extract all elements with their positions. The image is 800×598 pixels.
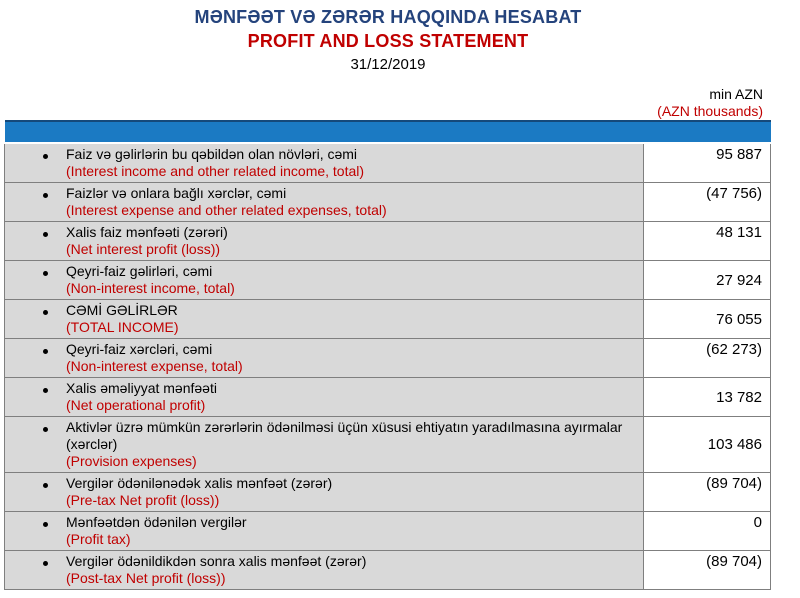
row-label-az: Xalis əməliyyat mənfəəti <box>66 380 217 396</box>
row-label-text: Xalis faiz mənfəəti (zərəri) (Net intere… <box>66 224 637 258</box>
row-label-text: Faiz və gəlirlərin bu qəbildən olan növl… <box>66 146 637 180</box>
row-label-az: Qeyri-faiz xərcləri, cəmi <box>66 341 213 357</box>
row-label-text: Mənfəətdən ödənilən vergilər (Profit tax… <box>66 514 637 548</box>
row-label-az: Vergilər ödənilənədək xalis mənfəət (zər… <box>66 475 333 491</box>
row-label-en: (Pre-tax Net profit (loss)) <box>66 492 220 508</box>
bullet-icon <box>43 154 48 159</box>
row-label-text: Vergilər ödənildikdən sonra xalis mənfəə… <box>66 553 637 587</box>
table-row: Faizlər və onlara bağlı xərclər, cəmi (I… <box>4 182 771 222</box>
table-row: Xalis əməliyyat mənfəəti (Net operationa… <box>4 377 771 417</box>
row-label-text: Vergilər ödənilənədək xalis mənfəət (zər… <box>66 475 637 509</box>
row-label-text: Qeyri-faiz gəlirləri, cəmi (Non-interest… <box>66 263 637 297</box>
row-label-az: Faizlər və onlara bağlı xərclər, cəmi <box>66 185 287 201</box>
row-label-text: Faizlər və onlara bağlı xərclər, cəmi (I… <box>66 185 637 219</box>
row-label-text: Xalis əməliyyat mənfəəti (Net operationa… <box>66 380 637 414</box>
row-value: 27 924 <box>643 260 771 300</box>
table-row: Qeyri-faiz gəlirləri, cəmi (Non-interest… <box>4 260 771 300</box>
bullet-icon <box>43 271 48 276</box>
bullet-icon <box>43 349 48 354</box>
bullet-icon <box>43 310 48 315</box>
pl-table-body: Faiz və gəlirlərin bu qəbildən olan növl… <box>4 142 771 590</box>
currency-unit-label-en: (AZN thousands) <box>657 103 763 119</box>
row-label-en: (Non-interest income, total) <box>66 280 235 296</box>
row-label-text: CƏMİ GƏLİRLƏR (TOTAL INCOME) <box>66 302 637 336</box>
bullet-icon <box>43 427 48 432</box>
row-value: 103 486 <box>643 416 771 473</box>
row-value: 0 <box>643 511 771 551</box>
bullet-icon <box>43 388 48 393</box>
row-label-en: (TOTAL INCOME) <box>66 319 179 335</box>
table-header-bar <box>4 120 771 144</box>
row-label-cell: Vergilər ödənildikdən sonra xalis mənfəə… <box>4 550 644 590</box>
table-header-row <box>4 120 771 144</box>
table-row: Mənfəətdən ödənilən vergilər (Profit tax… <box>4 511 771 551</box>
bullet-icon <box>43 193 48 198</box>
document-title-az: MƏNFƏƏT VƏ ZƏRƏR HAQQINDA HESABAT <box>194 7 582 27</box>
row-label-en: (Non-interest expense, total) <box>66 358 243 374</box>
row-label-az: Xalis faiz mənfəəti (zərəri) <box>66 224 228 240</box>
row-label-cell: Qeyri-faiz xərcləri, cəmi (Non-interest … <box>4 338 644 378</box>
row-label-az: Vergilər ödənildikdən sonra xalis mənfəə… <box>66 553 367 569</box>
row-value: 95 887 <box>643 142 771 183</box>
row-label-text: Aktivlər üzrə mümkün zərərlərin ödənilmə… <box>66 419 637 470</box>
currency-unit-label-az: min AZN <box>709 86 763 102</box>
document-header: MƏNFƏƏT VƏ ZƏRƏR HAQQINDA HESABAT PROFIT… <box>0 5 776 75</box>
table-row: Xalis faiz mənfəəti (zərəri) (Net intere… <box>4 221 771 261</box>
row-label-cell: Mənfəətdən ödənilən vergilər (Profit tax… <box>4 511 644 551</box>
bullet-icon <box>43 522 48 527</box>
row-label-cell: Vergilər ödənilənədək xalis mənfəət (zər… <box>4 472 644 512</box>
row-value: 13 782 <box>643 377 771 417</box>
row-label-az: Faiz və gəlirlərin bu qəbildən olan növl… <box>66 146 358 162</box>
row-label-en: (Provision expenses) <box>66 453 197 469</box>
row-label-az: Aktivlər üzrə mümkün zərərlərin ödənilmə… <box>66 419 623 452</box>
row-value: (62 273) <box>643 338 771 378</box>
bullet-icon <box>43 483 48 488</box>
row-label-cell: Xalis faiz mənfəəti (zərəri) (Net intere… <box>4 221 644 261</box>
row-value: (89 704) <box>643 472 771 512</box>
row-label-az: CƏMİ GƏLİRLƏR <box>66 302 178 318</box>
row-value: (47 756) <box>643 182 771 222</box>
document-title-en: PROFIT AND LOSS STATEMENT <box>247 31 529 51</box>
table-row: Qeyri-faiz xərcləri, cəmi (Non-interest … <box>4 338 771 378</box>
row-label-cell: CƏMİ GƏLİRLƏR (TOTAL INCOME) <box>4 299 644 339</box>
statement-date: 31/12/2019 <box>350 56 426 73</box>
table-row: Vergilər ödənilənədək xalis mənfəət (zər… <box>4 472 771 512</box>
currency-unit-block: min AZN (AZN thousands) <box>0 86 763 120</box>
row-label-cell: Faizlər və onlara bağlı xərclər, cəmi (I… <box>4 182 644 222</box>
table-row: CƏMİ GƏLİRLƏR (TOTAL INCOME) 76 055 <box>4 299 771 339</box>
row-label-text: Qeyri-faiz xərcləri, cəmi (Non-interest … <box>66 341 637 375</box>
table-row: Vergilər ödənildikdən sonra xalis mənfəə… <box>4 550 771 590</box>
table-row: Faiz və gəlirlərin bu qəbildən olan növl… <box>4 142 771 183</box>
row-label-en: (Interest expense and other related expe… <box>66 202 387 218</box>
row-label-en: (Net interest profit (loss)) <box>66 241 221 257</box>
table-row: Aktivlər üzrə mümkün zərərlərin ödənilmə… <box>4 416 771 473</box>
row-value: 76 055 <box>643 299 771 339</box>
row-value: (89 704) <box>643 550 771 590</box>
row-label-cell: Faiz və gəlirlərin bu qəbildən olan növl… <box>4 142 644 183</box>
row-value: 48 131 <box>643 221 771 261</box>
row-label-cell: Qeyri-faiz gəlirləri, cəmi (Non-interest… <box>4 260 644 300</box>
pl-table: Faiz və gəlirlərin bu qəbildən olan növl… <box>4 120 771 590</box>
bullet-icon <box>43 561 48 566</box>
row-label-az: Mənfəətdən ödənilən vergilər <box>66 514 247 530</box>
row-label-en: (Interest income and other related incom… <box>66 163 365 179</box>
row-label-cell: Xalis əməliyyat mənfəəti (Net operationa… <box>4 377 644 417</box>
row-label-az: Qeyri-faiz gəlirləri, cəmi <box>66 263 213 279</box>
row-label-en: (Post-tax Net profit (loss)) <box>66 570 226 586</box>
row-label-en: (Profit tax) <box>66 531 131 547</box>
row-label-en: (Net operational profit) <box>66 397 206 413</box>
row-label-cell: Aktivlər üzrə mümkün zərərlərin ödənilmə… <box>4 416 644 473</box>
bullet-icon <box>43 232 48 237</box>
